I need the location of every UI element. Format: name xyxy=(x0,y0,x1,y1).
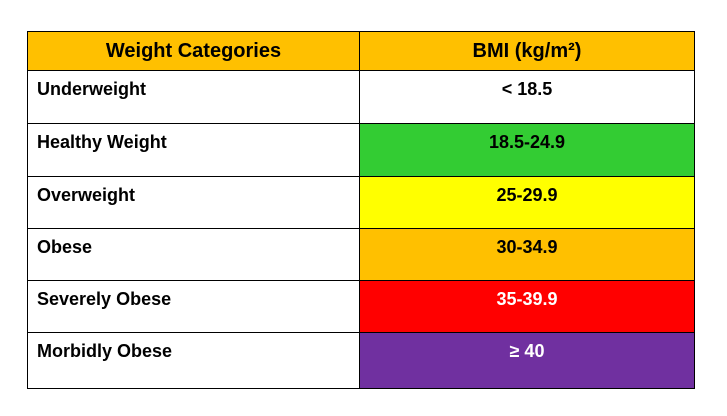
header-cell: Weight Categories xyxy=(27,31,360,71)
table-row: Morbidly Obese ≥ 40 xyxy=(27,332,695,389)
bmi-table: Weight Categories BMI (kg/m²) Underweight… xyxy=(27,31,695,389)
category-cell: Obese xyxy=(27,228,360,281)
category-cell: Severely Obese xyxy=(27,280,360,333)
bmi-cell: ≥ 40 xyxy=(359,332,695,389)
category-cell: Healthy Weight xyxy=(27,123,360,177)
bmi-cell: 18.5-24.9 xyxy=(359,123,695,177)
table-row: Underweight < 18.5 xyxy=(27,70,695,124)
header-cell: BMI (kg/m²) xyxy=(359,31,695,71)
bmi-cell: < 18.5 xyxy=(359,70,695,124)
category-cell: Morbidly Obese xyxy=(27,332,360,389)
category-cell: Overweight xyxy=(27,176,360,229)
table-row: Severely Obese 35-39.9 xyxy=(27,280,695,333)
bmi-cell: 30-34.9 xyxy=(359,228,695,281)
bmi-cell: 35-39.9 xyxy=(359,280,695,333)
table-row: Overweight 25-29.9 xyxy=(27,176,695,229)
table-row: Healthy Weight 18.5-24.9 xyxy=(27,123,695,177)
category-cell: Underweight xyxy=(27,70,360,124)
table-row: Obese 30-34.9 xyxy=(27,228,695,281)
bmi-cell: 25-29.9 xyxy=(359,176,695,229)
header-row: Weight Categories BMI (kg/m²) xyxy=(27,31,695,71)
